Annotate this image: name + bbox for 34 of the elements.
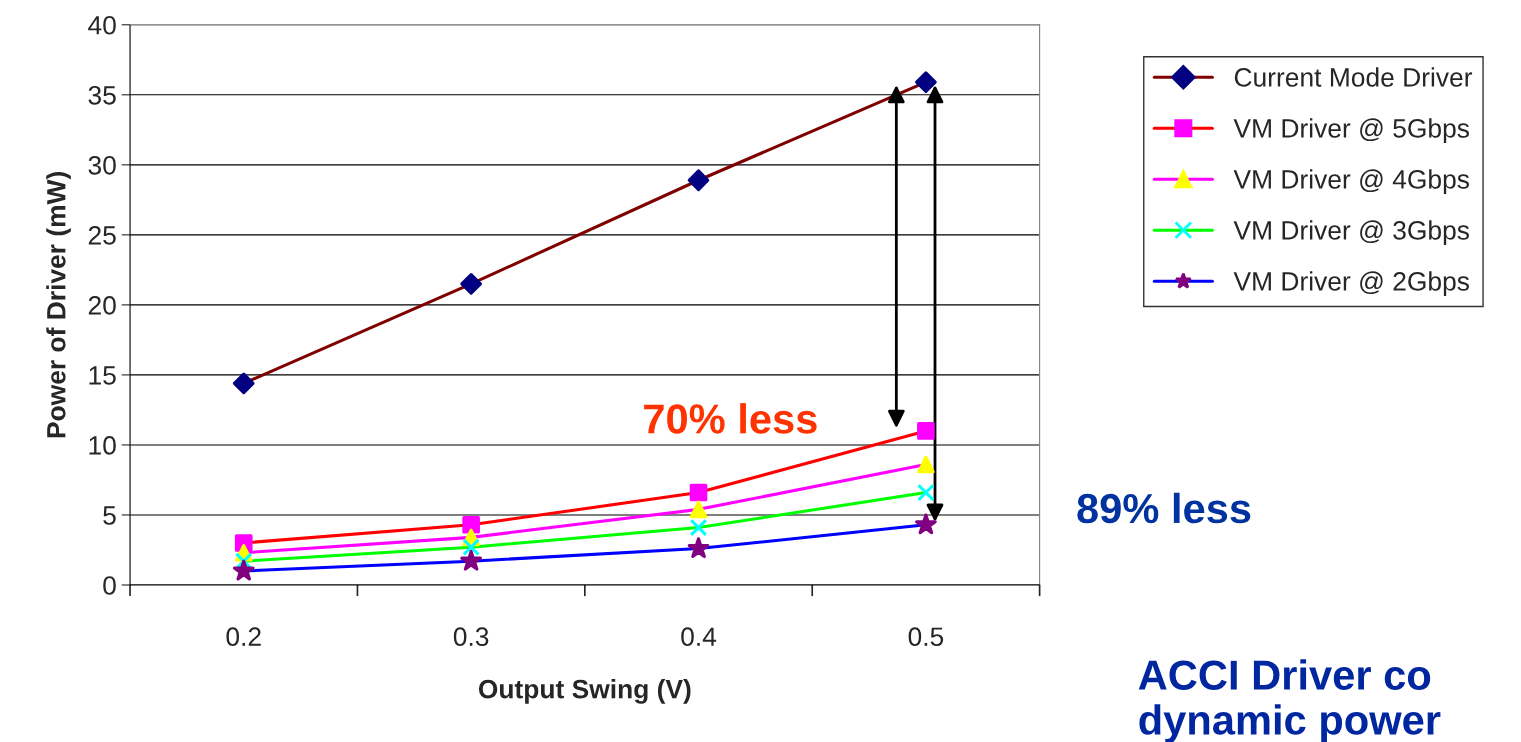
x-tick-label: 0.4 [681,627,717,647]
point [689,518,708,537]
legend-label: VM Driver @ 5Gbps [1233,118,1470,143]
y-tick-label: 5 [103,506,116,525]
legend-label: VM Driver @ 3Gbps [1233,220,1470,245]
point [232,372,255,395]
annotation: 70% less [644,403,817,434]
point [462,515,480,534]
point [462,538,480,556]
legend-label: VM Driver @ 4Gbps [1233,169,1470,194]
text: 89% less [1077,492,1251,524]
y-tick-label: 0 [103,576,116,595]
x-axis-title: Output Swing (V) [478,679,691,704]
x-tick-label: 0.5 [908,627,944,647]
legend-label: Current Mode Driver [1234,67,1473,87]
x-tick-label: 0.2 [226,627,261,647]
y-tick-label: 25 [88,226,116,245]
y-tick-label: 15 [89,366,116,385]
y-axis-title: Power of Driver (mW) [46,172,71,438]
point [460,273,482,295]
y-tick-label: 20 [88,296,116,315]
point [687,169,710,192]
legend-label: VM Driver @ 2Gbps [1233,271,1470,296]
y-tick-label: 40 [88,15,116,35]
point [917,455,935,474]
point [915,71,937,94]
y-tick-label: 10 [89,436,116,455]
point [917,483,935,502]
y-tick-label: 30 [88,155,116,175]
point [689,500,708,519]
x-tick-label: 0.3 [453,627,489,647]
point [689,483,708,502]
y-tick-label: 35 [88,85,116,105]
point [917,422,935,440]
